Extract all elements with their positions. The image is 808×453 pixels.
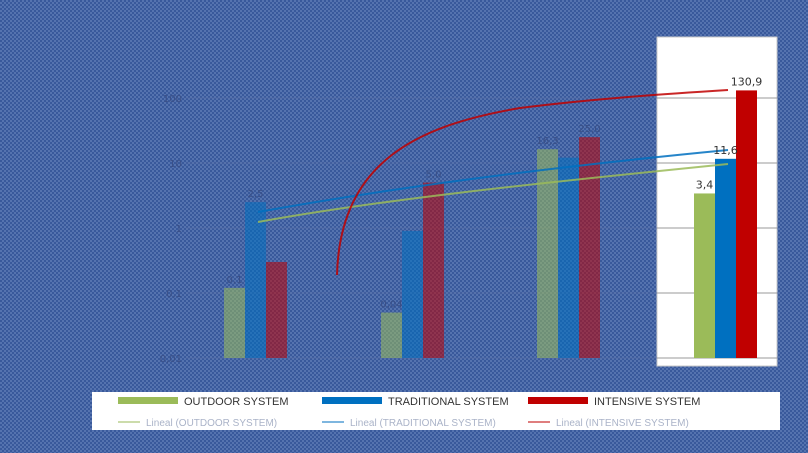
bar	[558, 157, 579, 358]
highlight-panel-border	[656, 36, 778, 367]
y-tick-label: 0,1	[166, 289, 182, 300]
trendlines	[257, 89, 729, 276]
trendline-intensive	[336, 89, 729, 276]
legend-trend-label: Lineal (TRADITIONAL SYSTEM)	[350, 418, 496, 429]
bar	[423, 182, 444, 358]
bar	[715, 158, 736, 358]
y-tick-label: 0,01	[160, 354, 182, 365]
data-label: 0,04	[380, 300, 402, 311]
legend-trend-label: Lineal (INTENSIVE SYSTEM)	[556, 418, 689, 429]
bar	[245, 202, 266, 358]
data-label: 130,9	[731, 75, 763, 88]
data-label: 25,0	[578, 124, 600, 135]
y-tick-label: 100	[163, 94, 182, 105]
bar	[266, 261, 287, 358]
bars	[224, 90, 757, 358]
legend-label: INTENSIVE SYSTEM	[594, 396, 700, 408]
legend: OUTDOOR SYSTEM TRADITIONAL SYSTEM INTENSIV…	[118, 396, 700, 429]
legend-trend-label: Lineal (OUTDOOR SYSTEM)	[146, 418, 277, 429]
bar	[381, 312, 402, 358]
y-tick-labels: 100 10 1 0,1 0,01	[160, 94, 182, 365]
bar	[736, 90, 757, 358]
bar	[537, 149, 558, 358]
legend-label: TRADITIONAL SYSTEM	[388, 396, 509, 408]
legend-label: OUTDOOR SYSTEM	[184, 396, 289, 408]
y-tick-label: 1	[176, 224, 182, 235]
legend-background	[92, 392, 780, 430]
legend-swatch	[322, 397, 382, 404]
data-label: 3,4	[696, 178, 714, 191]
legend-swatch	[118, 397, 178, 404]
trendline-outdoor	[257, 163, 729, 223]
data-label: 16,3	[536, 136, 558, 147]
bar	[402, 230, 423, 358]
bar	[579, 137, 600, 358]
data-label: 11,6	[713, 144, 738, 157]
bar	[224, 287, 245, 358]
bar	[694, 193, 715, 358]
trendline-traditional	[257, 149, 729, 213]
legend-swatch	[528, 397, 588, 404]
data-label: 2,5	[248, 189, 264, 200]
y-tick-label: 10	[169, 159, 182, 170]
data-labels: 0,1 0,04 16,3 3,4 2,5 11,6 5,0 25,0 130,9	[227, 75, 763, 310]
data-label: 5,0	[426, 170, 442, 181]
data-label: 0,1	[227, 275, 243, 286]
